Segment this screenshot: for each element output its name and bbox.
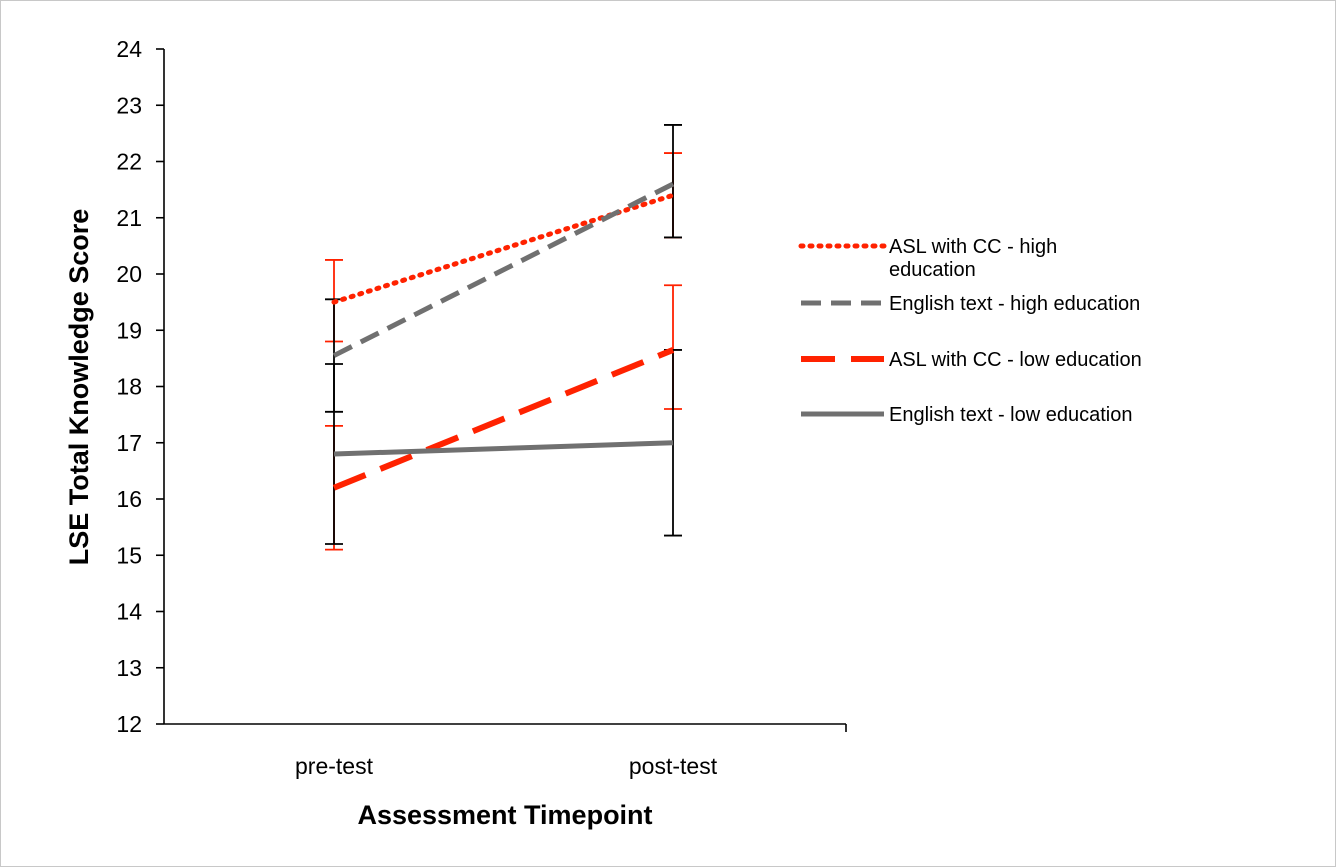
x-category-label: pre-test xyxy=(295,753,374,779)
x-category-label: post-test xyxy=(629,753,718,779)
y-tick-label: 17 xyxy=(116,430,142,456)
series-line-1 xyxy=(331,192,676,305)
series-lines xyxy=(331,181,676,491)
y-tick-label: 14 xyxy=(116,599,142,625)
y-tick-label: 19 xyxy=(116,317,142,343)
y-tick-label: 23 xyxy=(116,92,142,118)
y-tick-label: 13 xyxy=(116,655,142,681)
legend-label: ASL with CC - low education xyxy=(889,349,1142,371)
series-line-4 xyxy=(333,440,674,457)
y-ticks: 12 13 14 15 16 17 18 19 20 21 22 23 24 xyxy=(116,36,164,737)
legend-label: English text - low education xyxy=(889,404,1132,426)
y-tick-label: 18 xyxy=(116,374,142,400)
y-tick-label: 24 xyxy=(116,36,142,62)
y-axis-title: LSE Total Knowledge Score xyxy=(64,209,94,566)
series-line-2 xyxy=(332,181,675,358)
series-line-3 xyxy=(332,347,675,491)
y-tick-label: 22 xyxy=(116,149,142,175)
error-bars xyxy=(325,124,682,551)
axes xyxy=(163,49,847,732)
y-tick-label: 15 xyxy=(116,542,142,568)
y-tick-label: 16 xyxy=(116,486,142,512)
y-tick-label: 21 xyxy=(116,205,142,231)
legend-label: education xyxy=(889,259,976,281)
y-tick-label: 12 xyxy=(116,711,142,737)
x-axis-title: Assessment Timepoint xyxy=(357,800,652,830)
legend-label: ASL with CC - high xyxy=(889,236,1057,258)
legend-label: English text - high education xyxy=(889,293,1140,315)
y-tick-label: 20 xyxy=(116,261,142,287)
x-categories: pre-test post-test xyxy=(295,753,718,779)
